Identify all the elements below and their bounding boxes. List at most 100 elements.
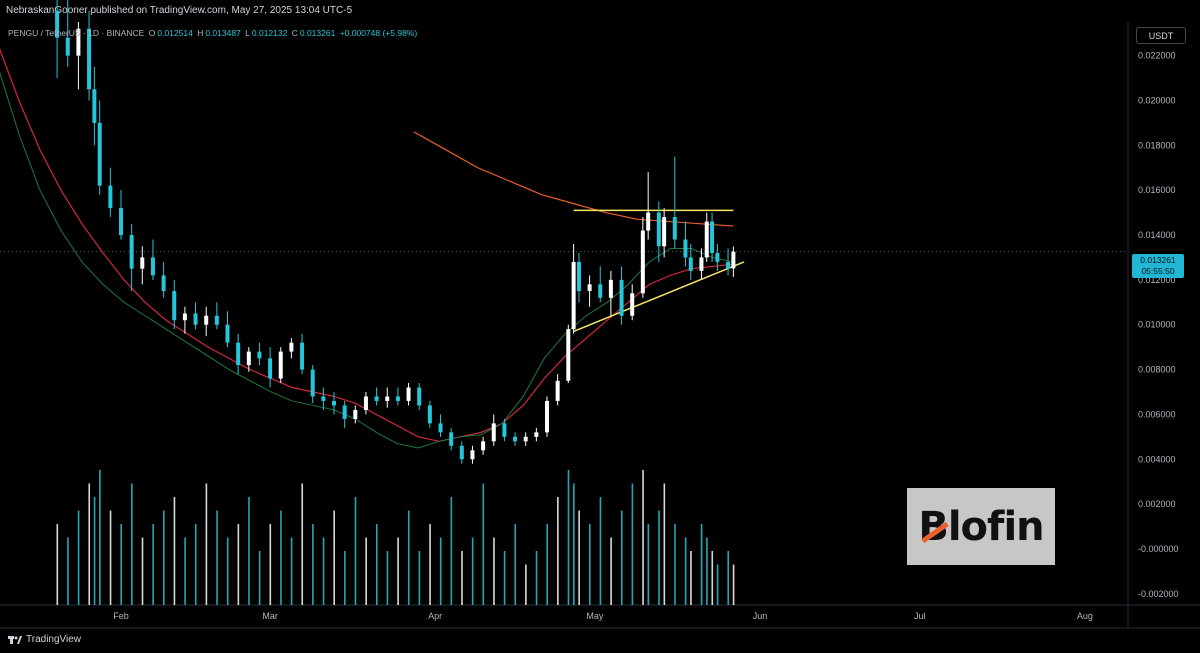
price-tick-7: 0.008000 bbox=[1138, 365, 1176, 375]
candle-38 bbox=[449, 427, 454, 451]
candle-body bbox=[449, 432, 454, 446]
candle-body bbox=[640, 230, 645, 294]
candle-body bbox=[92, 89, 97, 123]
volume-bar-19 bbox=[248, 497, 250, 605]
candle-12 bbox=[172, 279, 177, 330]
symbol-legend[interactable]: PENGU / TetherUS · 1D · BINANCE O 0.01251… bbox=[8, 28, 419, 38]
candle-13 bbox=[182, 306, 187, 334]
candle-40 bbox=[470, 445, 475, 464]
candle-body bbox=[576, 261, 581, 292]
candle-60 bbox=[662, 208, 667, 258]
time-axis[interactable]: Feb Mar Apr May Jun Jul Aug bbox=[113, 611, 1093, 621]
candle-15 bbox=[204, 306, 209, 336]
candle-39 bbox=[459, 441, 464, 464]
candle-body bbox=[395, 396, 400, 401]
volume-bar-14 bbox=[194, 524, 197, 605]
volume-bar-54 bbox=[610, 537, 612, 605]
candle-52 bbox=[587, 275, 592, 307]
tradingview-logo-text: TradingView bbox=[26, 634, 82, 645]
volume-bar-52 bbox=[589, 524, 591, 605]
candle-body bbox=[459, 445, 464, 460]
candle-53 bbox=[598, 266, 603, 303]
candle-body bbox=[321, 396, 326, 401]
candle-22 bbox=[278, 347, 283, 384]
top-bar: NebraskanGooner published on TradingView… bbox=[0, 0, 1200, 22]
blofin-logo: Blofin bbox=[918, 504, 1044, 550]
candle-45 bbox=[523, 432, 528, 446]
volume-bar-26 bbox=[322, 537, 325, 605]
volume-bar-44 bbox=[514, 524, 517, 605]
candle-3 bbox=[87, 10, 92, 101]
candle-body bbox=[119, 208, 123, 236]
candle-body bbox=[715, 252, 720, 262]
candle-36 bbox=[427, 400, 432, 428]
volume-bar-34 bbox=[407, 510, 410, 605]
candle-body bbox=[342, 405, 347, 419]
candle-54 bbox=[608, 270, 613, 316]
candle-57 bbox=[640, 217, 645, 298]
open-value: 0.012514 bbox=[157, 28, 193, 38]
candle-body bbox=[656, 212, 661, 247]
candle-0 bbox=[55, 0, 60, 79]
time-tick-apr: Apr bbox=[428, 611, 442, 621]
volume-bar-11 bbox=[163, 510, 165, 605]
volume-bar-40 bbox=[471, 537, 474, 605]
last-price-value: 0.013261 bbox=[1140, 255, 1176, 265]
low-value: 0.012132 bbox=[251, 28, 288, 38]
low-key: L bbox=[245, 28, 250, 38]
high-value: 0.013487 bbox=[205, 28, 241, 38]
candle-65 bbox=[704, 212, 709, 262]
volume-bar-2 bbox=[77, 510, 80, 605]
candle-59 bbox=[656, 201, 661, 262]
tradingview-logo[interactable]: TradingView bbox=[8, 634, 81, 645]
candle-body bbox=[76, 28, 81, 56]
candle-body bbox=[630, 293, 635, 316]
price-tick-12: -0.002000 bbox=[1138, 589, 1179, 599]
candle-19 bbox=[246, 347, 251, 372]
candle-body bbox=[726, 261, 731, 269]
volume-bar-28 bbox=[344, 551, 346, 605]
volume-bar-10 bbox=[152, 524, 154, 605]
candle-47 bbox=[545, 396, 549, 437]
blofin-watermark: Blofin bbox=[907, 488, 1055, 565]
candle-body bbox=[598, 284, 603, 298]
volume-bar-48 bbox=[557, 497, 559, 605]
candle-7 bbox=[119, 190, 123, 240]
candle-67 bbox=[715, 243, 720, 271]
price-axis[interactable]: 0.022000 0.020000 0.018000 0.016000 0.014000… bbox=[1138, 51, 1179, 599]
volume-bar-53 bbox=[599, 497, 602, 605]
candle-body bbox=[385, 396, 390, 401]
candle-9 bbox=[140, 246, 145, 285]
volume-bar-59 bbox=[658, 510, 660, 605]
candle-body bbox=[619, 279, 624, 316]
candle-body bbox=[502, 423, 507, 437]
volume-bar-55 bbox=[620, 510, 623, 605]
candle-body bbox=[363, 396, 368, 410]
symbol-name: PENGU / TetherUS · 1D · BINANCE bbox=[8, 28, 145, 38]
volume-bar-30 bbox=[365, 537, 367, 605]
currency-button[interactable]: USDT bbox=[1136, 27, 1186, 44]
candle-body bbox=[646, 212, 651, 231]
candle-body bbox=[87, 28, 92, 90]
candle-29 bbox=[353, 405, 358, 424]
candle-18 bbox=[236, 333, 241, 375]
candle-20 bbox=[257, 342, 262, 366]
candle-4 bbox=[92, 66, 97, 146]
candle-25 bbox=[310, 365, 315, 404]
candle-body bbox=[225, 324, 230, 343]
tradingview-icon bbox=[8, 635, 22, 644]
volume-bar-35 bbox=[418, 551, 421, 605]
candle-68 bbox=[726, 248, 731, 276]
ema-short-line bbox=[0, 71, 734, 449]
candle-body bbox=[406, 387, 411, 401]
volume-bar-39 bbox=[461, 551, 463, 605]
indicator-lines bbox=[0, 48, 745, 449]
time-tick-jun: Jun bbox=[753, 611, 768, 621]
candle-30 bbox=[363, 391, 368, 415]
candle-body bbox=[731, 251, 736, 269]
price-tick-10: 0.002000 bbox=[1138, 499, 1176, 509]
candle-1 bbox=[65, 0, 70, 67]
time-tick-mar: Mar bbox=[262, 611, 278, 621]
candle-body bbox=[332, 400, 336, 406]
